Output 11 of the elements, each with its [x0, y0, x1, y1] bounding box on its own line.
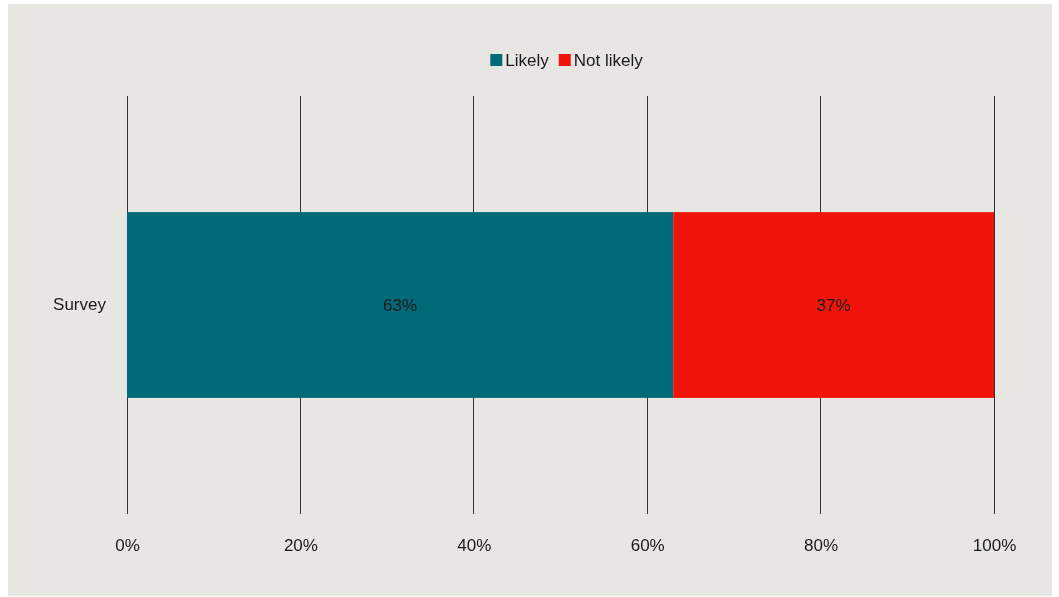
x-tick-label: 40%: [457, 536, 492, 556]
data-label: 37%: [816, 295, 851, 315]
y-tick-label: Survey: [53, 295, 107, 315]
legend-label: Not likely: [573, 50, 644, 70]
x-tick-label: 0%: [115, 536, 140, 556]
data-label: 63%: [383, 295, 418, 315]
x-tick-label: 80%: [804, 536, 839, 556]
x-tick-label: 100%: [972, 536, 1017, 556]
x-tick-label: 60%: [630, 536, 665, 556]
x-tick-label: 20%: [283, 536, 318, 556]
legend-label: Likely: [505, 50, 550, 70]
